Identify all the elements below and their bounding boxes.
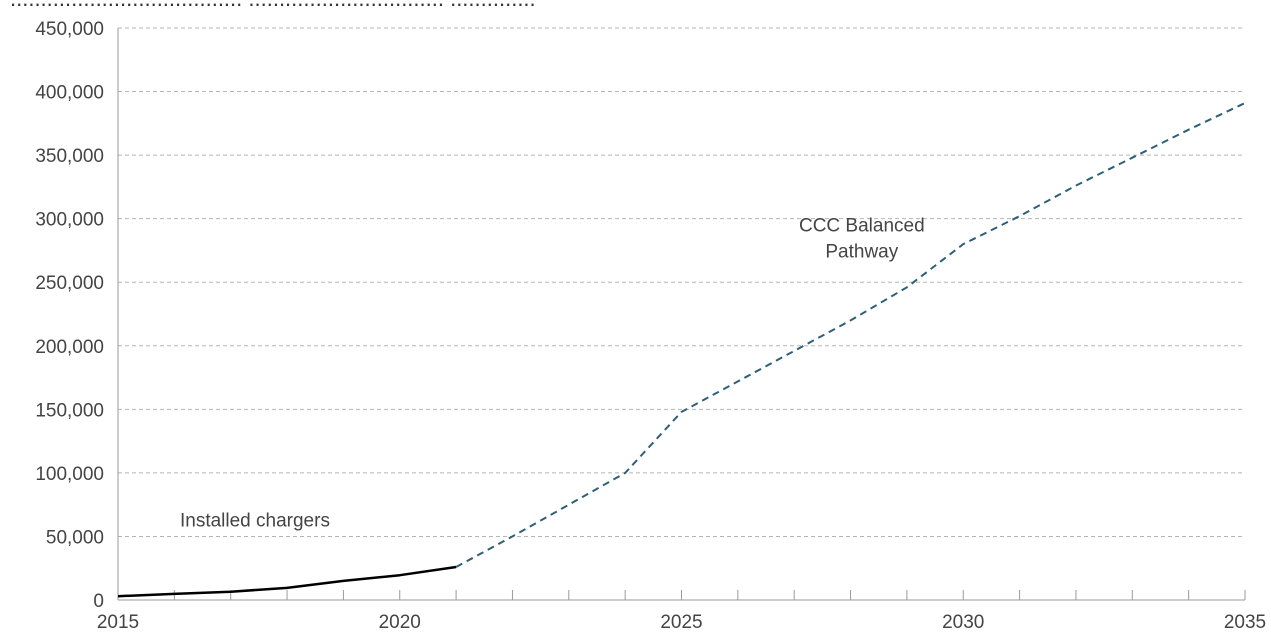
x-tick-label: 2030 — [942, 612, 984, 633]
x-tick-label: 2025 — [660, 612, 702, 633]
y-tick-label: 250,000 — [35, 273, 104, 294]
y-axis-ticks: 0 50,000 100,000 150,000 200,000 250,000 300,0… — [35, 19, 104, 612]
y-tick-label: 100,000 — [35, 464, 104, 485]
annotation-balanced: Pathway — [825, 241, 898, 262]
annotation-balanced: CCC Balanced — [799, 215, 925, 236]
y-tick-label: 400,000 — [35, 83, 104, 104]
x-tick-label: 2020 — [379, 612, 421, 633]
y-tick-label: 450,000 — [35, 19, 104, 40]
gridlines — [118, 27, 1245, 537]
y-tick-label: 150,000 — [35, 400, 104, 421]
y-tick-label: 50,000 — [46, 527, 104, 548]
y-tick-label: 300,000 — [35, 210, 104, 231]
series — [117, 102, 1246, 598]
annotations: Installed chargers CCC Balanced Pathway — [180, 215, 925, 531]
axes — [117, 28, 1246, 601]
y-tick-label: 0 — [93, 591, 104, 612]
x-tick-label: 2035 — [1224, 612, 1266, 633]
y-tick-label: 350,000 — [35, 146, 104, 167]
chart-title-fragment: ...................................... .… — [10, 0, 536, 11]
annotation-installed: Installed chargers — [180, 510, 330, 531]
x-tick-label: 2015 — [97, 612, 139, 633]
y-tick-label: 200,000 — [35, 337, 104, 358]
series-line-balanced — [455, 102, 1246, 568]
x-axis-ticks: 2015 2020 2025 2030 2035 — [97, 612, 1266, 633]
